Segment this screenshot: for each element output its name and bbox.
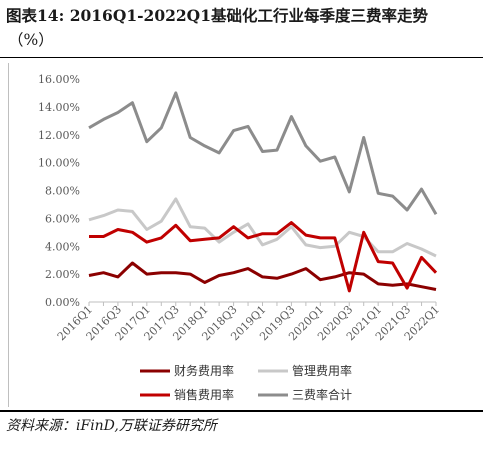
y-tick-label: 6.00% <box>45 212 80 225</box>
series-line-1 <box>88 261 437 291</box>
figure-unit: （%） <box>8 31 54 49</box>
series-line-3 <box>89 221 438 293</box>
y-tick-label: 2.00% <box>45 268 80 281</box>
plot-frame <box>8 63 475 407</box>
y-tick-label: 16.00% <box>38 73 80 86</box>
source-note: 资料来源：iFinD,万联证券研究所 <box>6 418 217 434</box>
y-tick-label: 14.00% <box>38 101 80 114</box>
source-divider <box>0 410 483 412</box>
y-tick-label: 4.00% <box>45 240 80 253</box>
legend-label: 管理费用率 <box>292 363 352 378</box>
series-lines <box>88 91 438 293</box>
y-tick-label: 12.00% <box>38 129 80 142</box>
y-axis-ticks: 0.00% 2.00% 4.00% 6.00% 8.00% 10.00% 12.00% 14.… <box>38 73 80 309</box>
legend-label: 三费率合计 <box>292 387 352 402</box>
x-axis-ticks: 2016Q12016Q32017Q12017Q32018Q12018Q32019… <box>55 303 442 343</box>
y-tick-label: 0.00% <box>45 296 80 309</box>
series-line-4 <box>88 91 438 215</box>
legend-label: 销售费用率 <box>174 387 234 402</box>
y-tick-label: 10.00% <box>38 157 80 170</box>
axes <box>88 301 437 306</box>
title-divider <box>0 57 483 58</box>
series-line-2 <box>88 197 437 258</box>
figure-title: 图表14: 2016Q1-2022Q1基础化工行业每季度三费率走势 （%） <box>6 4 476 52</box>
y-tick-label: 8.00% <box>45 185 80 198</box>
legend-label: 财务费用率 <box>174 363 234 378</box>
figure-title-text: 图表14: 2016Q1-2022Q1基础化工行业每季度三费率走势 <box>6 6 428 25</box>
